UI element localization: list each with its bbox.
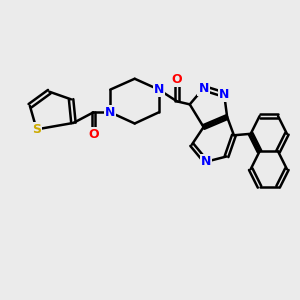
Text: N: N — [201, 155, 211, 168]
Text: N: N — [219, 88, 230, 101]
Text: O: O — [88, 128, 99, 141]
Text: S: S — [32, 123, 41, 136]
Text: O: O — [172, 73, 182, 85]
Text: N: N — [198, 82, 209, 95]
Text: N: N — [105, 106, 116, 119]
Text: N: N — [154, 83, 164, 96]
